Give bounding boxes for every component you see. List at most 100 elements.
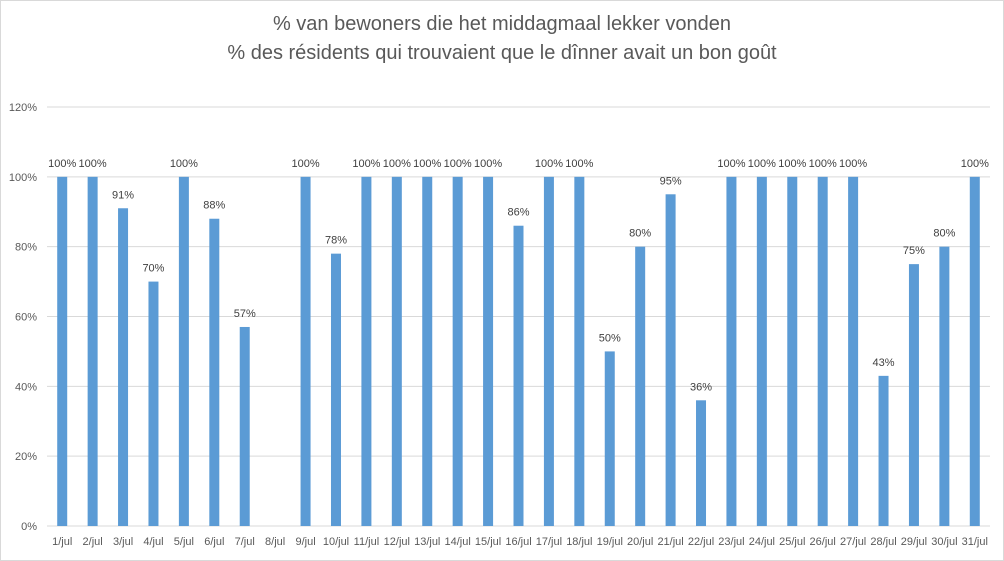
chart-title-block: % van bewoners die het middagmaal lekker… bbox=[0, 10, 1004, 68]
data-label: 100% bbox=[535, 158, 563, 170]
bar bbox=[908, 264, 919, 526]
y-tick-label: 20% bbox=[15, 451, 37, 463]
data-label: 100% bbox=[839, 158, 867, 170]
bar bbox=[361, 176, 372, 527]
data-label: 100% bbox=[474, 158, 502, 170]
x-tick-label: 16/jul bbox=[505, 536, 531, 548]
x-tick-label: 29/jul bbox=[901, 536, 927, 548]
x-tick-label: 12/jul bbox=[384, 536, 410, 548]
x-tick-label: 27/jul bbox=[840, 536, 866, 548]
bar bbox=[483, 176, 494, 527]
data-label: 50% bbox=[599, 332, 621, 344]
bar bbox=[574, 176, 585, 527]
bar bbox=[391, 176, 402, 527]
x-tick-label: 8/jul bbox=[265, 536, 285, 548]
chart-title: % van bewoners die het middagmaal lekker… bbox=[272, 13, 732, 35]
data-label: 100% bbox=[717, 158, 745, 170]
x-tick-label: 10/jul bbox=[323, 536, 349, 548]
data-label: 91% bbox=[112, 189, 134, 201]
data-label: 57% bbox=[234, 308, 256, 320]
bar bbox=[756, 176, 767, 527]
x-tick-label: 15/jul bbox=[475, 536, 501, 548]
x-tick-label: 2/jul bbox=[83, 536, 103, 548]
data-label: 86% bbox=[507, 207, 529, 219]
data-label: 100% bbox=[961, 158, 989, 170]
x-tick-label: 14/jul bbox=[445, 536, 471, 548]
bar bbox=[87, 176, 98, 527]
data-label: 43% bbox=[873, 357, 895, 369]
y-tick-label: 80% bbox=[15, 242, 37, 254]
data-label: 100% bbox=[565, 158, 593, 170]
x-tick-label: 13/jul bbox=[414, 536, 440, 548]
x-tick-label: 23/jul bbox=[718, 536, 744, 548]
data-label: 100% bbox=[413, 158, 441, 170]
x-tick-label: 20/jul bbox=[627, 536, 653, 548]
bar bbox=[330, 253, 341, 526]
x-tick-label: 11/jul bbox=[354, 536, 379, 548]
data-label: 95% bbox=[660, 175, 682, 187]
bar bbox=[148, 281, 159, 526]
data-label: 88% bbox=[203, 200, 225, 212]
data-label: 75% bbox=[903, 245, 925, 257]
data-labels: 100% 100%91%70%100%88%57%100%78%100% 100% 1… bbox=[48, 158, 989, 393]
x-tick-label: 30/jul bbox=[931, 536, 957, 548]
x-tick-label: 25/jul bbox=[779, 536, 805, 548]
x-tick-label: 22/jul bbox=[688, 536, 714, 548]
data-label: 80% bbox=[933, 228, 955, 240]
bar bbox=[665, 194, 676, 526]
bar bbox=[452, 176, 463, 527]
x-tick-label: 26/jul bbox=[810, 536, 836, 548]
x-tick-label: 5/jul bbox=[174, 536, 194, 548]
data-label: 78% bbox=[325, 235, 347, 247]
data-label: 100% bbox=[748, 158, 776, 170]
bar bbox=[422, 176, 433, 527]
y-tick-label: 0% bbox=[21, 521, 37, 533]
x-tick-label: 21/jul bbox=[657, 536, 683, 548]
x-tick-label: 6/jul bbox=[204, 536, 224, 548]
data-label: 70% bbox=[142, 263, 164, 275]
x-tick-label: 18/jul bbox=[566, 536, 592, 548]
x-axis: 1/jul 2/jul 3/jul 4/jul 5/jul 6/jul 7/jul 8/jul… bbox=[52, 536, 988, 548]
x-tick-label: 3/jul bbox=[113, 536, 133, 548]
bar bbox=[57, 176, 68, 527]
bar bbox=[848, 176, 859, 527]
y-axis: 0% 20% 40% 60% 80% 100% 120% bbox=[9, 102, 37, 533]
x-tick-label: 1/jul bbox=[52, 536, 72, 548]
data-label: 100% bbox=[383, 158, 411, 170]
data-label: 36% bbox=[690, 381, 712, 393]
bar bbox=[635, 246, 646, 526]
data-label: 100% bbox=[291, 158, 319, 170]
y-tick-label: 60% bbox=[15, 312, 37, 324]
y-tick-label: 40% bbox=[15, 381, 37, 393]
x-tick-label: 24/jul bbox=[749, 536, 775, 548]
data-label: 100% bbox=[778, 158, 806, 170]
data-label: 100% bbox=[352, 158, 380, 170]
chart-subtitle: % des résidents qui trouvaient que le dî… bbox=[227, 42, 777, 64]
bar bbox=[239, 326, 250, 526]
data-label: 100% bbox=[79, 158, 107, 170]
x-tick-label: 4/jul bbox=[143, 536, 163, 548]
bar bbox=[300, 176, 311, 527]
bars bbox=[57, 176, 980, 527]
bar bbox=[726, 176, 737, 527]
x-tick-label: 9/jul bbox=[295, 536, 315, 548]
bar bbox=[696, 400, 707, 526]
y-tick-label: 100% bbox=[9, 172, 37, 184]
bar bbox=[118, 208, 129, 526]
data-label: 80% bbox=[629, 228, 651, 240]
data-label: 100% bbox=[809, 158, 837, 170]
bar bbox=[604, 351, 615, 526]
bar bbox=[939, 246, 950, 526]
bar bbox=[209, 218, 220, 526]
data-label: 100% bbox=[170, 158, 198, 170]
bar bbox=[178, 176, 189, 527]
x-tick-label: 17/jul bbox=[536, 536, 562, 548]
bar bbox=[878, 375, 889, 526]
bar bbox=[817, 176, 828, 527]
data-label: 100% bbox=[444, 158, 472, 170]
x-tick-label: 28/jul bbox=[870, 536, 896, 548]
bar bbox=[969, 176, 980, 527]
bar bbox=[787, 176, 798, 527]
